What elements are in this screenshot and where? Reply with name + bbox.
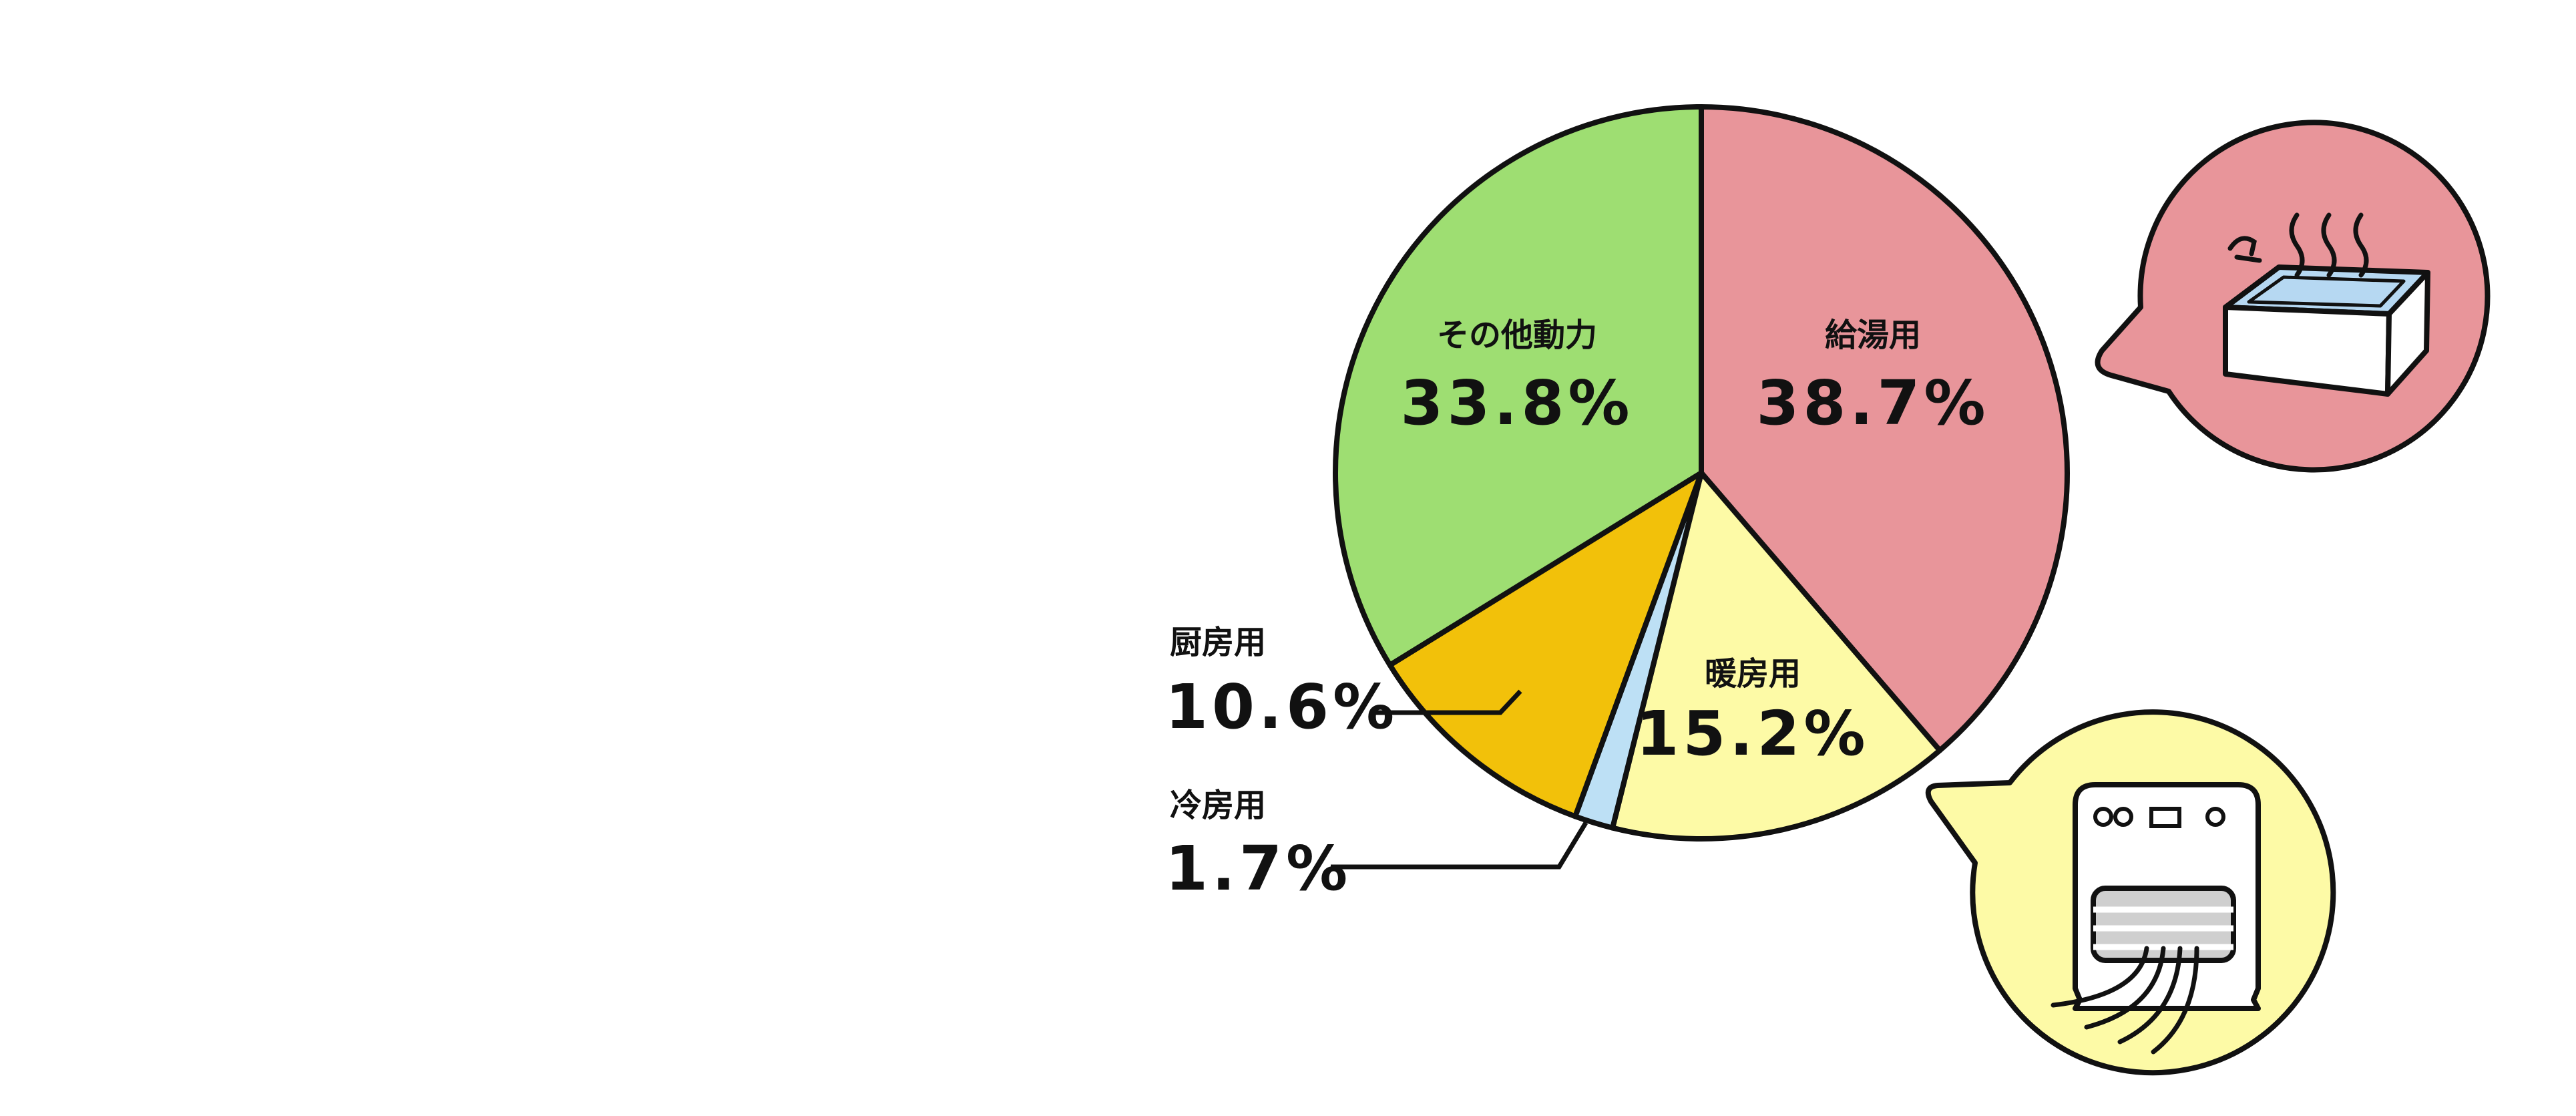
- label-kyuto: 給湯用: [1825, 317, 1921, 354]
- heater-icon: [2051, 782, 2261, 1055]
- value-danbo: 15.2%: [1636, 698, 1869, 769]
- value-sonota: 33.8%: [1400, 367, 1633, 439]
- callout-kyuto: [2095, 120, 2491, 473]
- label-sonota: その他動力: [1437, 317, 1597, 354]
- pie-slice-chubo: [1387, 470, 1704, 819]
- pie-slices: [1333, 104, 2070, 842]
- label-chubo: 厨房用: [1170, 624, 1266, 661]
- value-chubo: 10.6%: [1165, 671, 1398, 743]
- pie-slice-kyuto: [1699, 104, 2070, 753]
- callout-danbo: [1925, 709, 2336, 1076]
- leader-line-chubo: [1372, 689, 1522, 715]
- leader-line-reibo: [1331, 821, 1588, 870]
- label-danbo: 暖房用: [1705, 655, 1801, 693]
- bathtub-icon: [2223, 212, 2430, 397]
- pie-slice-sonota: [1333, 104, 1704, 668]
- value-reibo: 1.7%: [1165, 833, 1351, 904]
- label-reibo: 冷房用: [1170, 787, 1266, 824]
- pie-slice-danbo: [1610, 470, 1943, 842]
- value-kyuto: 38.7%: [1756, 367, 1989, 439]
